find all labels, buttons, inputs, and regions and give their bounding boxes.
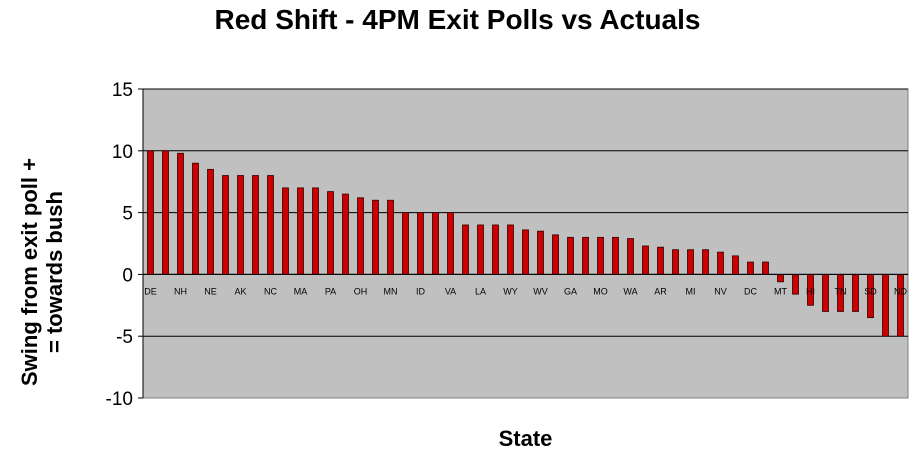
bar	[252, 175, 259, 275]
category-label: ND	[894, 286, 907, 296]
category-label: SD	[864, 286, 877, 296]
bar	[402, 212, 409, 275]
bar	[822, 273, 829, 312]
category-label: HI	[806, 286, 815, 296]
bar	[222, 175, 229, 275]
category-label: VA	[445, 286, 456, 296]
category-label: PA	[325, 286, 336, 296]
bar	[672, 249, 679, 275]
category-label: MT	[774, 286, 787, 296]
bar	[642, 245, 649, 275]
bar	[537, 230, 544, 275]
bar	[372, 199, 379, 275]
y-tick-labels: 15 10 5 0 -5 -10	[106, 80, 133, 410]
bar	[522, 229, 529, 275]
category-label: ID	[416, 286, 426, 296]
bar	[792, 273, 799, 295]
y-tick-label: 5	[122, 204, 133, 225]
bar	[747, 261, 754, 275]
category-label: DC	[744, 286, 757, 296]
bar	[507, 224, 514, 275]
y-tick-label: 10	[112, 142, 133, 163]
bar	[432, 212, 439, 275]
bar	[282, 187, 289, 275]
category-label: WV	[533, 286, 548, 296]
category-label: NV	[714, 286, 727, 296]
category-label: MN	[384, 286, 398, 296]
category-label: NH	[174, 286, 187, 296]
bar	[552, 234, 559, 275]
bar	[882, 273, 889, 337]
bar	[207, 168, 214, 275]
category-label: AR	[654, 286, 667, 296]
category-label: WA	[623, 286, 637, 296]
category-label: NE	[204, 286, 217, 296]
bar	[762, 261, 769, 275]
bar	[462, 224, 469, 275]
bar	[192, 162, 199, 275]
bar	[732, 255, 739, 275]
bar	[567, 236, 574, 275]
bar	[297, 187, 304, 275]
bar	[717, 251, 724, 275]
bar	[267, 175, 274, 275]
category-label: AK	[234, 286, 246, 296]
bar	[447, 212, 454, 275]
bar	[657, 246, 664, 275]
axes	[138, 88, 908, 399]
category-label: MI	[686, 286, 696, 296]
bar	[237, 175, 244, 275]
category-label: OH	[354, 286, 368, 296]
category-label: DE	[144, 286, 157, 296]
bar	[477, 224, 484, 275]
bar	[852, 273, 859, 312]
y-tick-label: 15	[112, 80, 133, 101]
category-label: LA	[475, 286, 486, 296]
category-label: GA	[564, 286, 577, 296]
category-label: MO	[593, 286, 608, 296]
bar	[612, 236, 619, 275]
x-axis-title: State	[498, 426, 553, 451]
bar	[627, 238, 634, 275]
bar	[327, 191, 334, 275]
bar	[597, 236, 604, 275]
category-label: TN	[835, 286, 847, 296]
bar	[342, 193, 349, 275]
y-tick-label: -10	[106, 389, 133, 410]
category-labels: DE NH NE AK NC MA PA OH MN ID VA LA WY WV GA MO WA AR MI NV…	[144, 286, 907, 296]
bar	[777, 273, 784, 283]
bar	[897, 273, 904, 337]
y-tick-label: 0	[122, 265, 133, 286]
chart-title: Red Shift - 4PM Exit Polls vs Actuals	[214, 4, 701, 35]
bar	[687, 249, 694, 275]
bars	[147, 150, 904, 337]
bar	[162, 150, 169, 275]
bar	[387, 199, 394, 275]
bar	[492, 224, 499, 275]
bar	[177, 152, 184, 275]
bar	[147, 150, 154, 275]
category-label: WY	[503, 286, 518, 296]
bar	[582, 236, 589, 275]
category-label: MA	[294, 286, 308, 296]
bar	[417, 212, 424, 275]
category-label: NC	[264, 286, 277, 296]
bar	[702, 249, 709, 275]
bar	[312, 187, 319, 275]
y-tick-label: -5	[116, 327, 133, 348]
bar	[357, 197, 364, 275]
